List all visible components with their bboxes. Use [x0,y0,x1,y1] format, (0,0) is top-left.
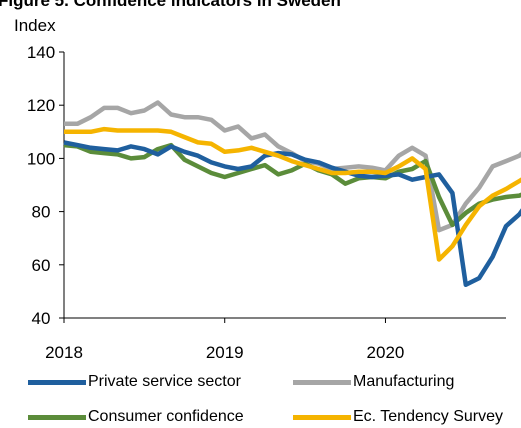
x-tick-label: 2019 [206,343,244,362]
x-tick-label: 2018 [45,343,83,362]
legend-label-ec-tendency: Ec. Tendency Survey [353,408,504,425]
legend-item-consumer-confidence: Consumer confidence [28,408,244,426]
legend-swatch-manufacturing [293,379,351,385]
legend-swatch-private-service [28,379,86,385]
legend-label-private-service: Private service sector [88,373,241,390]
series-line-manufacturing [64,100,521,233]
y-tick-label: 60 [32,256,51,275]
series-line-ec-tendency [64,126,521,262]
y-axis-title: Index [14,16,56,35]
y-tick-label: 100 [27,149,55,168]
legend-label-consumer-confidence: Consumer confidence [88,408,244,425]
y-tick-label: 80 [32,203,51,222]
x-tick-label: 2020 [367,343,405,362]
legend-item-ec-tendency: Ec. Tendency Survey [293,408,503,426]
legend-item-private-service: Private service sector [28,373,241,391]
y-tick-label: 120 [27,96,55,115]
legend-label-manufacturing: Manufacturing [353,373,455,390]
y-tick-label: 140 [27,43,55,62]
y-axis-ticks: 40 60 80 100 120 140 [27,43,64,328]
legend-item-manufacturing: Manufacturing [293,373,454,391]
legend-swatch-ec-tendency [293,414,351,420]
series-lines [63,100,521,288]
figure-title: Figure 5. Confidence indicators in Swede… [0,0,341,10]
legend-swatch-consumer-confidence [28,414,86,420]
x-axis-ticks: 2018 2019 2020 [45,318,404,362]
series-line-private-service [63,140,521,288]
y-tick-label: 40 [32,309,51,328]
